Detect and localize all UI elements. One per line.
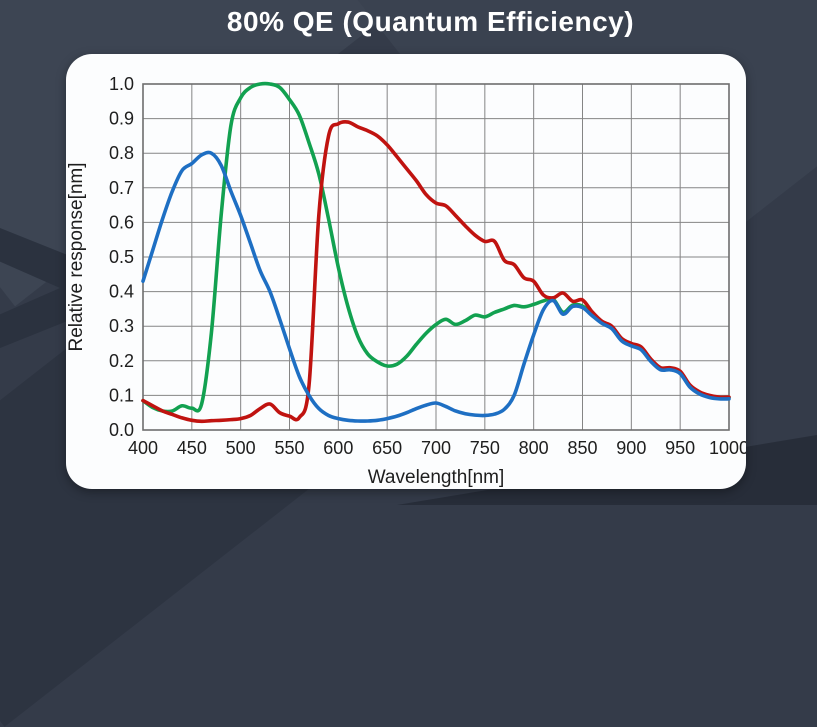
y-axis-title: Relative response[nm]	[66, 162, 87, 351]
x-tick-label: 400	[128, 438, 158, 458]
screenshot-root: { "title": "80% QE (Quantum Efficiency)"…	[66, 6, 817, 505]
x-tick-label: 450	[177, 438, 207, 458]
series-path-red-channel	[141, 119, 731, 424]
x-tick-label: 550	[274, 438, 304, 458]
x-axis-title: Wavelength[nm]	[368, 467, 505, 488]
x-tick-label: 900	[616, 438, 646, 458]
y-tick-label: 0.4	[109, 282, 134, 302]
y-tick-label: 0.5	[109, 247, 134, 267]
y-tick-label: 0.0	[109, 420, 134, 440]
x-tick-label: 950	[665, 438, 695, 458]
y-tick-label: 0.6	[109, 212, 134, 232]
y-tick-label: 1.0	[109, 74, 134, 94]
y-tick-label: 0.2	[109, 351, 134, 371]
y-tick-label: 0.3	[109, 316, 134, 336]
x-tick-label: 700	[421, 438, 451, 458]
x-tick-label: 650	[372, 438, 402, 458]
x-tick-label: 750	[470, 438, 500, 458]
chart-svg: 400 450 500 550 600 650 700 750 800 850 900 950 1000…	[66, 74, 746, 488]
y-tick-label: 0.7	[109, 178, 134, 198]
y-tick-label: 0.9	[109, 109, 134, 129]
x-tick-label: 800	[519, 438, 549, 458]
x-tick-label: 500	[226, 438, 256, 458]
plot-frame	[142, 83, 730, 431]
page-title: 80% QE (Quantum Efficiency)	[226, 6, 635, 37]
series-path-blue-channel	[141, 150, 731, 423]
y-tick-label: 0.8	[109, 143, 134, 163]
x-tick-label: 600	[323, 438, 353, 458]
x-tick-label: 850	[567, 438, 597, 458]
chart-panel: 400 450 500 550 600 650 700 750 800 850 900 950 1000…	[66, 54, 746, 489]
y-tick-label: 0.1	[109, 385, 134, 405]
x-tick-label: 1000	[709, 438, 746, 458]
